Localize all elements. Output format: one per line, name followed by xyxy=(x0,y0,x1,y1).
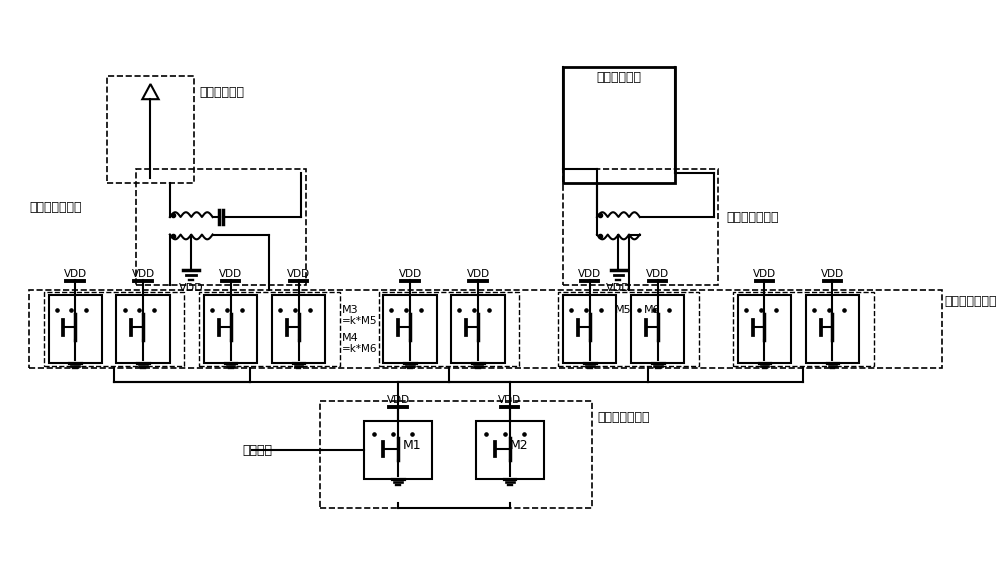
Text: M5: M5 xyxy=(615,306,632,315)
Text: 功率检测变压器: 功率检测变压器 xyxy=(726,210,779,223)
Text: VDD: VDD xyxy=(179,283,204,293)
Bar xyxy=(107,76,194,183)
Text: VDD: VDD xyxy=(646,269,669,279)
Bar xyxy=(738,295,791,363)
Text: VDD: VDD xyxy=(64,269,87,279)
Text: M3: M3 xyxy=(342,306,358,315)
Text: VDD: VDD xyxy=(386,396,410,405)
Bar xyxy=(204,295,257,363)
Text: VDD: VDD xyxy=(287,269,310,279)
Bar xyxy=(136,169,306,285)
Text: 射频输出变压器: 射频输出变压器 xyxy=(29,201,82,214)
Text: =k*M5: =k*M5 xyxy=(342,316,377,326)
Text: VDD: VDD xyxy=(399,269,422,279)
Text: =k*M6: =k*M6 xyxy=(342,344,377,353)
Bar xyxy=(558,292,699,365)
Bar xyxy=(563,169,718,285)
Text: VDD: VDD xyxy=(132,269,155,279)
Bar xyxy=(116,295,170,363)
Text: 射频功率放大器: 射频功率放大器 xyxy=(597,411,650,424)
Bar xyxy=(451,295,505,363)
Text: VDD: VDD xyxy=(606,283,631,293)
Text: VDD: VDD xyxy=(753,269,776,279)
Bar xyxy=(29,290,942,368)
Text: 自混频器输入: 自混频器输入 xyxy=(596,71,641,84)
Bar xyxy=(320,401,592,508)
Bar xyxy=(563,67,675,183)
Bar xyxy=(476,421,544,479)
Text: VDD: VDD xyxy=(821,269,844,279)
Bar xyxy=(806,295,859,363)
Text: M2: M2 xyxy=(510,439,528,451)
Text: VDD: VDD xyxy=(578,269,601,279)
Text: M6: M6 xyxy=(644,306,661,315)
Bar xyxy=(44,292,184,365)
Text: 射频功率分配器: 射频功率分配器 xyxy=(945,295,997,308)
Text: 射频输入: 射频输入 xyxy=(243,443,273,457)
Bar xyxy=(563,295,616,363)
Bar xyxy=(272,295,325,363)
Text: M4: M4 xyxy=(342,332,358,343)
Text: 射频天线负载: 射频天线负载 xyxy=(199,86,244,99)
Bar xyxy=(733,292,874,365)
Text: VDD: VDD xyxy=(467,269,490,279)
Bar xyxy=(631,295,684,363)
Text: VDD: VDD xyxy=(498,396,521,405)
Bar xyxy=(383,295,437,363)
Bar xyxy=(49,295,102,363)
Bar xyxy=(199,292,340,365)
Text: M1: M1 xyxy=(403,439,422,451)
Bar xyxy=(379,292,519,365)
Text: VDD: VDD xyxy=(219,269,242,279)
Bar xyxy=(364,421,432,479)
